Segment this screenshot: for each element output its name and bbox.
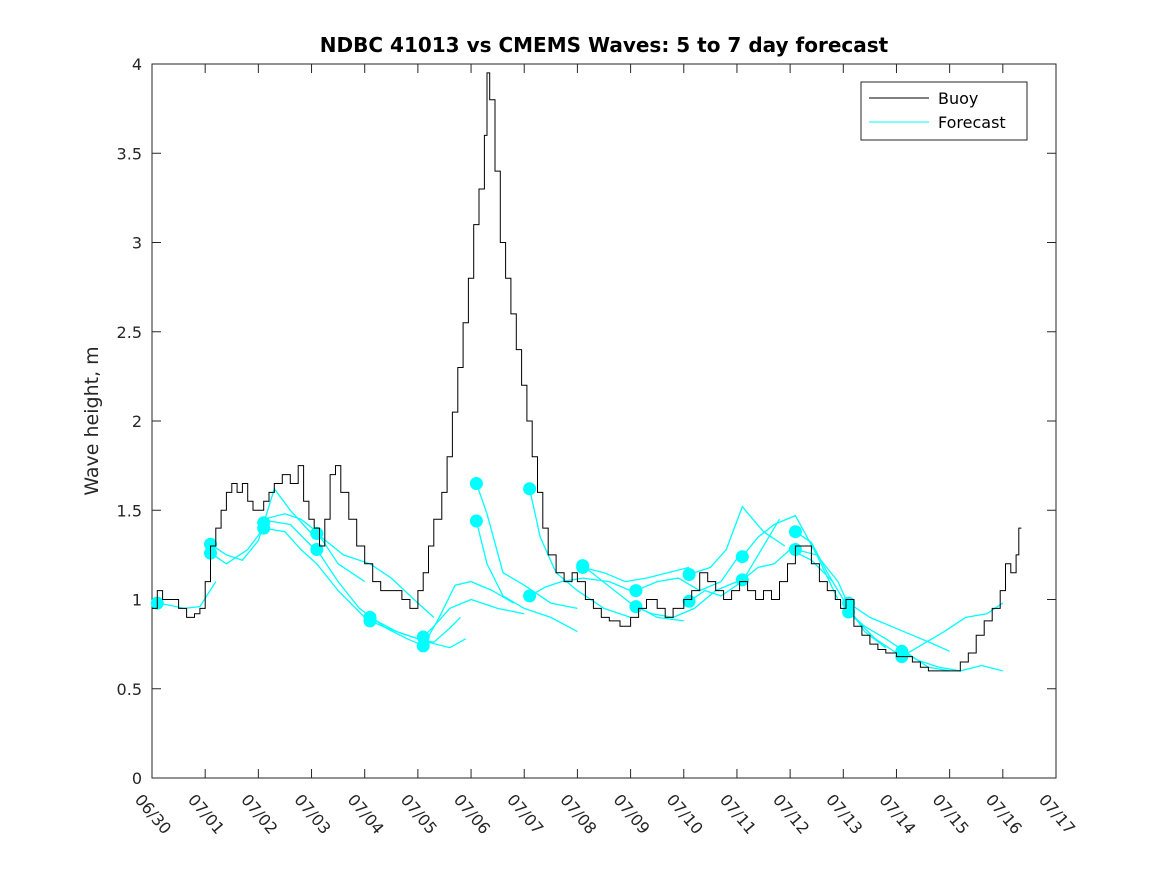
forecast-line <box>210 520 312 565</box>
forecast-line <box>688 505 786 576</box>
forecast-line <box>901 650 1003 672</box>
x-tick-label: 07/05 <box>397 790 441 838</box>
x-tick-label: 07/16 <box>982 790 1026 838</box>
forecast-start-marker <box>469 514 483 528</box>
x-tick-label: 07/17 <box>1035 790 1079 838</box>
forecast-line <box>263 527 366 618</box>
forecast-start-marker <box>629 584 643 598</box>
x-tick-label: 07/14 <box>875 790 919 838</box>
y-tick-label: 1.5 <box>117 501 142 520</box>
forecast-line <box>316 532 435 618</box>
y-tick-label: 3.5 <box>117 144 142 163</box>
forecast-line <box>848 602 950 652</box>
forecast-start-marker <box>576 559 590 573</box>
forecast-start-marker <box>735 550 749 564</box>
forecast-line <box>635 581 738 619</box>
forecast-start-marker <box>416 630 430 644</box>
x-tick-label: 07/03 <box>290 790 334 838</box>
y-axis-label: Wave height, m <box>81 346 103 495</box>
forecast-line <box>422 598 525 638</box>
y-tick-label: 1 <box>132 591 142 610</box>
forecast-line <box>422 580 514 647</box>
x-tick-label: 07/09 <box>610 790 654 838</box>
forecast-line <box>210 487 312 561</box>
y-tick-label: 0 <box>132 769 142 788</box>
x-tick-label: 07/13 <box>822 790 866 838</box>
forecast-line <box>848 611 950 672</box>
forecast-line <box>582 565 684 622</box>
x-tick-label: 07/04 <box>344 790 388 838</box>
forecast-start-marker <box>735 573 749 587</box>
forecast-start-marker <box>310 527 324 540</box>
plot-area <box>151 63 1057 779</box>
forecast-start-marker <box>469 477 483 490</box>
buoy-line <box>152 72 1022 672</box>
forecast-line <box>901 602 1004 658</box>
x-tick-label: 07/12 <box>769 790 813 838</box>
forecast-line <box>635 554 741 592</box>
y-axis: 0 0.5 1 1.5 2 2.5 3 3.5 4 <box>117 55 1056 788</box>
legend-label-forecast: Forecast <box>938 113 1006 132</box>
y-tick-label: 4 <box>132 55 142 74</box>
forecast-start-marker <box>416 639 430 653</box>
y-tick-label: 2 <box>132 412 142 431</box>
forecast-start-marker <box>363 610 377 624</box>
forecast-line <box>741 514 839 600</box>
forecast-start-marker <box>204 537 217 551</box>
legend: Buoy Forecast <box>860 81 1028 141</box>
x-tick-label: 07/11 <box>716 790 760 838</box>
forecast-start-marker <box>682 568 696 581</box>
plot-content <box>150 72 1022 672</box>
forecast-start-marker <box>257 516 271 530</box>
forecast-line <box>263 513 366 583</box>
x-tick-label: 07/02 <box>237 790 281 838</box>
x-tick-label: 07/07 <box>503 790 547 838</box>
forecast-start-marker <box>842 596 856 610</box>
x-tick-label: 07/15 <box>929 790 973 838</box>
x-tick-label: 07/06 <box>450 790 494 838</box>
forecast-start-marker <box>895 644 909 658</box>
legend-box <box>860 81 1028 141</box>
forecast-start-marker <box>682 594 696 608</box>
x-tick-label: 07/10 <box>663 790 707 838</box>
x-tick-label: 07/08 <box>556 790 600 838</box>
forecast-line <box>688 518 781 602</box>
forecast-line <box>475 520 578 633</box>
forecast-line <box>475 483 578 610</box>
forecast-start-marker <box>523 482 537 496</box>
x-tick-label: 07/01 <box>184 790 228 838</box>
forecast-line <box>795 531 887 649</box>
forecast-start-marker <box>629 600 643 614</box>
forecast-start-marker <box>310 543 324 556</box>
x-tick-label: 06/30 <box>131 790 175 838</box>
legend-label-buoy: Buoy <box>938 89 978 108</box>
forecast-start-marker <box>788 525 802 539</box>
y-tick-label: 3 <box>132 234 142 253</box>
y-tick-label: 2.5 <box>117 323 142 342</box>
buoy-series <box>152 72 1022 672</box>
forecast-start-marker <box>523 589 537 603</box>
chart-title: NDBC 41013 vs CMEMS Waves: 5 to 7 day fo… <box>320 33 889 57</box>
forecast-line <box>582 566 690 583</box>
y-tick-label: 0.5 <box>117 680 142 699</box>
